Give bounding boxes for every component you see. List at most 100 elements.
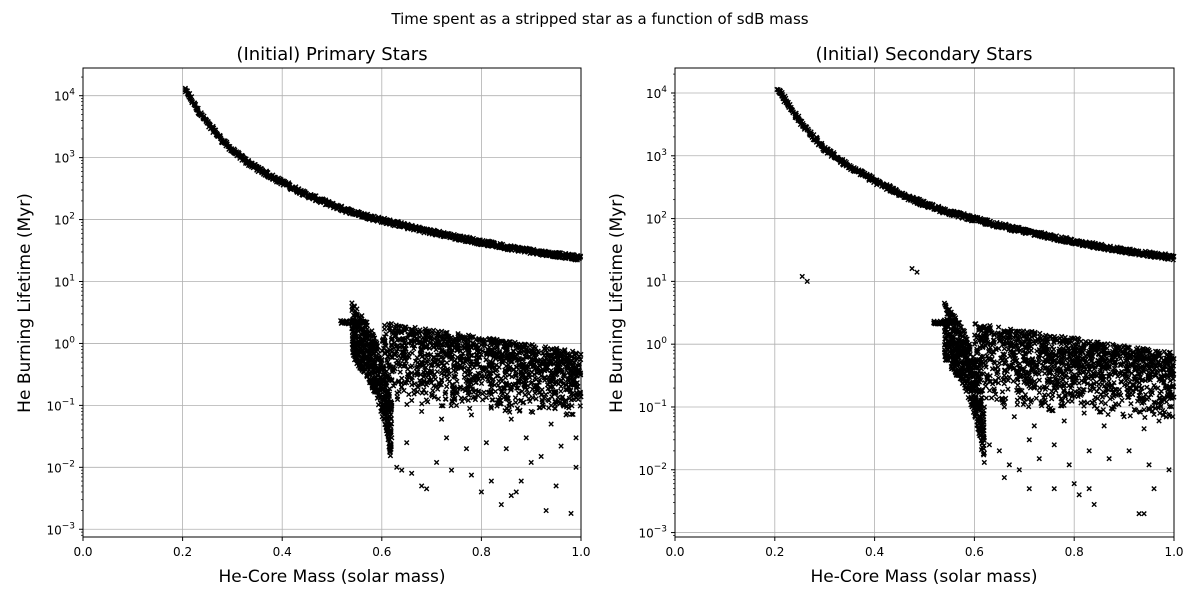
primary-data-point (524, 436, 528, 440)
secondary-y-tick-label: 10−3 (638, 525, 667, 541)
primary-data-point (424, 487, 428, 491)
primary-stars-panel: (Initial) Primary Stars He-Core Mass (so… (15, 44, 591, 587)
secondary-y-tick-label: 10−1 (638, 399, 667, 415)
secondary-y-tick-label: 103 (646, 148, 667, 164)
secondary-scatter-points (775, 87, 1176, 516)
primary-y-tick-label: 103 (54, 150, 75, 166)
primary-x-tick-label: 1.0 (571, 545, 590, 559)
primary-data-point (355, 307, 359, 311)
primary-x-tick-label: 0.8 (472, 545, 491, 559)
primary-x-axis-label: He-Core Mass (solar mass) (218, 567, 445, 587)
primary-plot-frame (83, 68, 581, 537)
primary-data-point (493, 389, 497, 393)
primary-data-point (513, 396, 517, 400)
primary-data-point (455, 379, 459, 383)
secondary-x-tick-label: 0.4 (865, 545, 884, 559)
secondary-x-tick-label: 0.6 (965, 545, 984, 559)
primary-x-tick-label: 0.0 (73, 545, 92, 559)
secondary-data-point (1143, 415, 1147, 419)
primary-data-point (400, 468, 404, 472)
secondary-grid (675, 68, 1174, 537)
secondary-data-point (1070, 399, 1074, 403)
primary-data-point (534, 377, 538, 381)
primary-data-point (504, 446, 508, 450)
primary-data-point (484, 395, 488, 399)
primary-data-point (482, 390, 486, 394)
primary-data-point (445, 377, 449, 381)
primary-data-point (439, 417, 443, 421)
secondary-y-axis-label: He Burning Lifetime (Myr) (607, 193, 627, 413)
primary-data-point (431, 388, 435, 392)
primary-x-tick-label: 0.4 (273, 545, 292, 559)
primary-data-point (544, 508, 548, 512)
secondary-x-tick-label: 0.8 (1065, 545, 1084, 559)
primary-data-point (539, 454, 543, 458)
secondary-ticks: 0.0 0.2 0.4 0.6 0.8 1.0 10−3 10−2 10−1 100 101 102 1… (638, 74, 1183, 559)
primary-data-point (509, 417, 513, 421)
primary-data-point (509, 493, 513, 497)
primary-data-point (409, 398, 413, 402)
primary-data-point (405, 402, 409, 406)
primary-data-point (449, 468, 453, 472)
secondary-data-point (1002, 346, 1006, 350)
primary-data-point (469, 413, 473, 417)
secondary-data-point (1018, 396, 1022, 400)
primary-data-point (398, 370, 402, 374)
primary-data-point (419, 330, 423, 334)
primary-data-point (503, 375, 507, 379)
primary-y-tick-label: 10−1 (46, 397, 75, 413)
secondary-x-tick-label: 1.0 (1164, 545, 1183, 559)
primary-data-point (434, 460, 438, 464)
primary-data-point (433, 377, 437, 381)
secondary-x-tick-label: 0.2 (765, 545, 784, 559)
primary-data-point (578, 404, 582, 408)
secondary-y-tick-label: 100 (646, 336, 667, 352)
primary-y-tick-label: 100 (54, 335, 75, 351)
secondary-stars-panel: (Initial) Secondary Stars He-Core Mass (… (607, 44, 1184, 587)
figure-suptitle: Time spent as a stripped star as a funct… (390, 10, 808, 28)
primary-data-point (444, 384, 448, 388)
primary-x-tick-label: 0.2 (173, 545, 192, 559)
primary-data-point (464, 446, 468, 450)
secondary-y-tick-label: 10−2 (638, 462, 667, 478)
primary-data-point (499, 502, 503, 506)
primary-data-point (559, 389, 563, 393)
primary-data-point (469, 473, 473, 477)
secondary-data-point (1129, 402, 1133, 406)
primary-data-point (419, 484, 423, 488)
secondary-data-point (982, 460, 986, 464)
secondary-y-tick-label: 102 (646, 211, 667, 227)
secondary-x-tick-label: 0.0 (665, 545, 684, 559)
primary-y-tick-label: 10−3 (46, 521, 75, 537)
primary-y-axis-label: He Burning Lifetime (Myr) (15, 193, 35, 413)
primary-panel-title: (Initial) Primary Stars (236, 44, 427, 65)
primary-data-point (489, 479, 493, 483)
primary-data-point (574, 436, 578, 440)
secondary-data-point (1103, 401, 1107, 405)
secondary-data-point (989, 396, 993, 400)
primary-data-point (405, 440, 409, 444)
primary-y-tick-label: 10−2 (46, 459, 75, 475)
primary-data-point (407, 392, 411, 396)
primary-data-point (569, 511, 573, 515)
secondary-panel-title: (Initial) Secondary Stars (816, 44, 1033, 65)
primary-data-point (514, 490, 518, 494)
primary-data-point (519, 479, 523, 483)
primary-data-point (409, 471, 413, 475)
primary-data-point (484, 358, 488, 362)
secondary-x-axis-label: He-Core Mass (solar mass) (810, 567, 1037, 587)
primary-data-point (529, 460, 533, 464)
primary-data-point (419, 409, 423, 413)
primary-data-point (484, 440, 488, 444)
primary-data-point (513, 400, 517, 404)
primary-y-tick-label: 104 (54, 88, 75, 104)
secondary-data-point (1117, 387, 1121, 391)
primary-data-point (549, 422, 553, 426)
secondary-data-point (1050, 393, 1054, 397)
primary-x-tick-label: 0.6 (372, 545, 391, 559)
primary-data-point (444, 436, 448, 440)
secondary-y-tick-label: 101 (646, 273, 667, 289)
